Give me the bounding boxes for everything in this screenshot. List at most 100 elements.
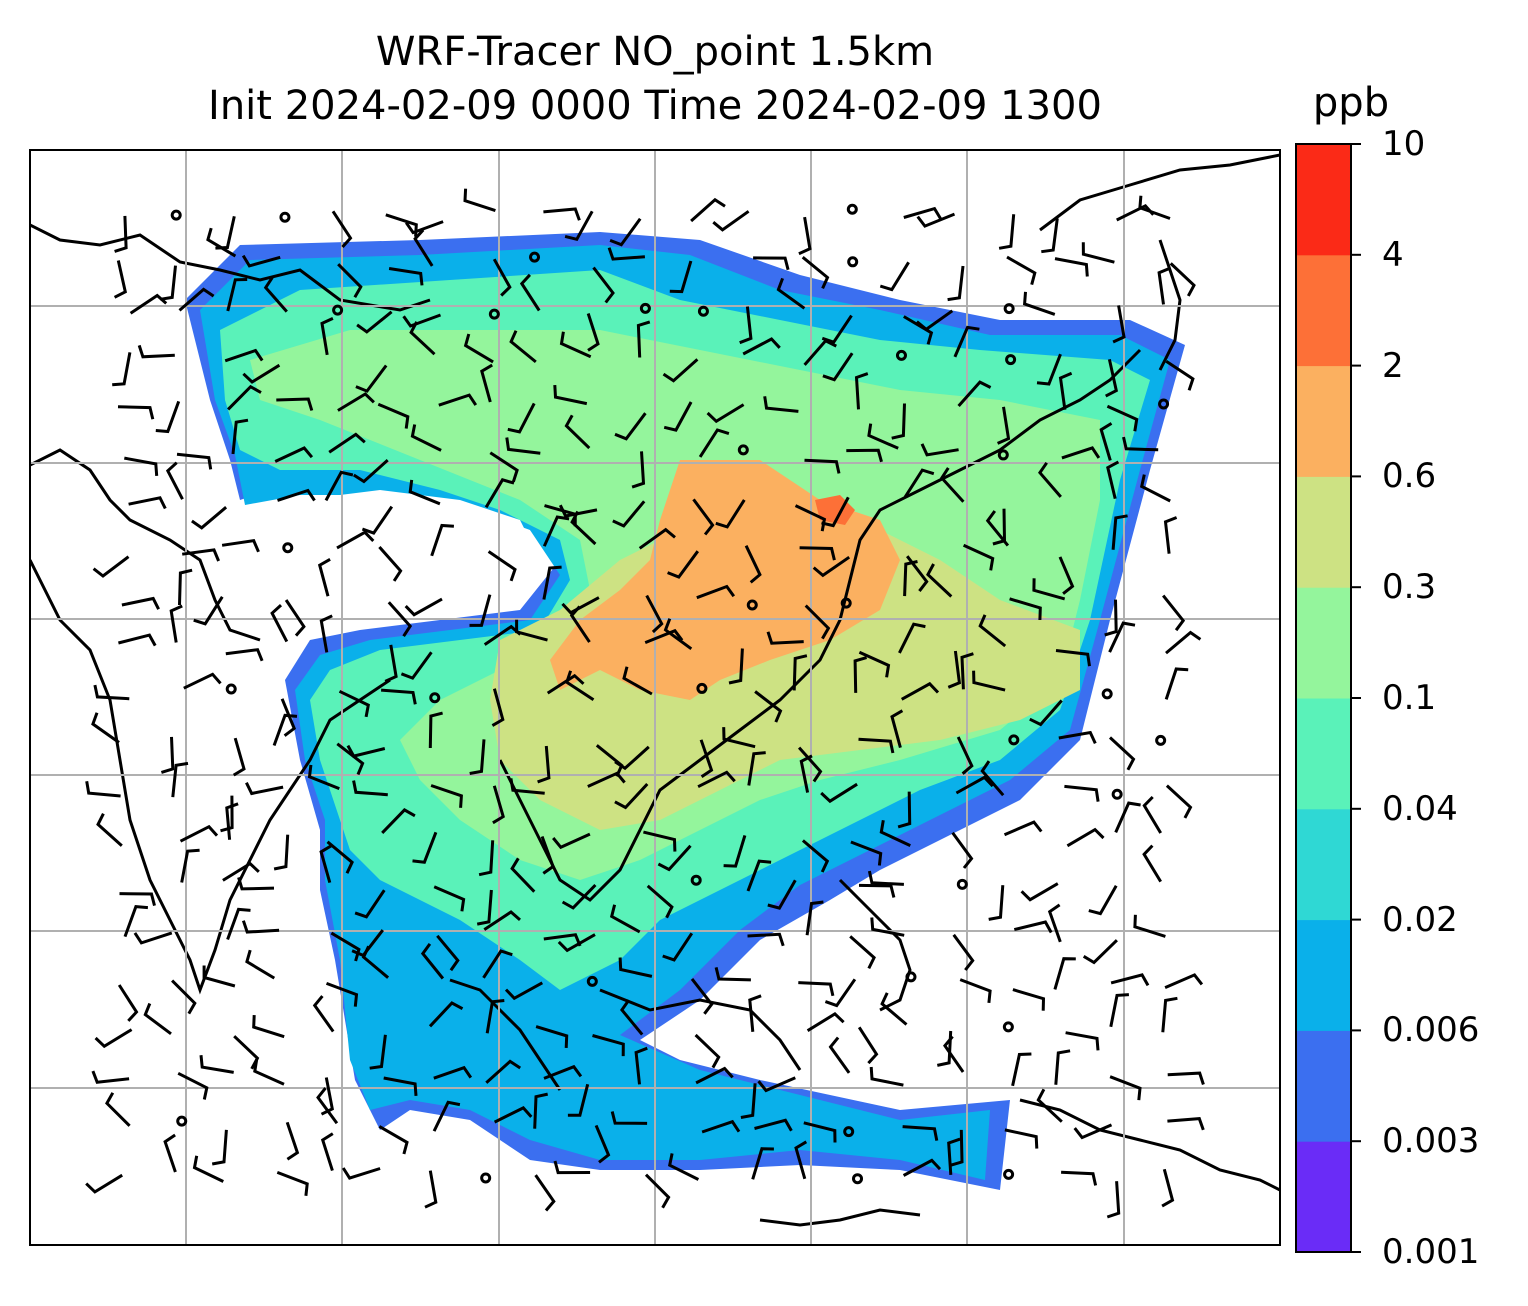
wind-barb [754, 1118, 793, 1132]
wind-barb [93, 684, 130, 701]
wind-barb [939, 467, 965, 503]
wind-barb [1109, 993, 1130, 1028]
wind-barb [751, 1147, 774, 1180]
wind-barb [614, 782, 649, 810]
wind-barb [900, 681, 940, 701]
wind-barb [192, 1155, 224, 1183]
wind-barb [753, 256, 790, 271]
calm-wind-marker [997, 449, 1009, 461]
wind-barb [222, 861, 260, 882]
wind-barb [337, 263, 363, 299]
wind-barb [915, 309, 954, 332]
colorbar-segment [1296, 1141, 1351, 1253]
wind-barb [346, 744, 386, 758]
wind-barb [920, 443, 959, 457]
wind-barb [274, 446, 314, 463]
wind-barb [662, 932, 694, 962]
wind-barb [1109, 1075, 1142, 1101]
wind-barb [898, 622, 926, 654]
wind-barb [858, 737, 895, 754]
wind-barb [320, 1132, 334, 1172]
calm-wind-marker [696, 682, 708, 694]
wind-barb [936, 1030, 953, 1067]
wind-barb [352, 780, 388, 797]
calm-wind-marker [332, 304, 344, 316]
wind-barb [489, 451, 519, 483]
wind-barb [801, 839, 830, 873]
wind-barb [276, 397, 314, 411]
colorbar [1295, 143, 1361, 1253]
wind-barb [692, 498, 715, 536]
wind-barb [959, 978, 992, 1004]
wind-barb [412, 831, 438, 864]
wind-barb [806, 1012, 845, 1032]
wind-barb [1106, 460, 1120, 500]
calm-wind-marker [1111, 788, 1123, 800]
wind-barb [712, 210, 750, 232]
wind-barb [663, 401, 693, 432]
wind-barb [113, 260, 128, 299]
wind-barb [484, 478, 515, 509]
wind-barb [1061, 1170, 1098, 1186]
wind-barb [482, 949, 513, 979]
wind-barb [543, 1064, 583, 1080]
wind-barb [564, 414, 591, 450]
wind-barb [812, 555, 851, 578]
wind-barb [361, 505, 394, 535]
wind-barb [507, 402, 536, 434]
wind-barb [697, 770, 736, 789]
colorbar-segment [1296, 1030, 1351, 1142]
wind-barb [957, 380, 992, 407]
wind-barb [199, 1055, 234, 1074]
wind-barb [1167, 1117, 1205, 1131]
wind-barb [695, 1066, 734, 1085]
wind-barb [955, 775, 994, 795]
wind-barb [1064, 784, 1100, 802]
calm-wind-marker [697, 305, 709, 317]
wind-barb [270, 603, 289, 643]
wind-barb [320, 1077, 334, 1116]
wind-barb [1073, 1123, 1113, 1140]
colorbar-tick-label: 0.3 [1382, 567, 1437, 608]
wind-barb [1006, 255, 1037, 285]
wind-barb [241, 920, 280, 934]
wind-barb [558, 504, 598, 518]
wind-barb [355, 364, 388, 393]
wind-barb [763, 396, 799, 413]
wind-barb [181, 548, 220, 562]
wind-barb [792, 654, 808, 691]
wind-barb [263, 276, 288, 313]
wind-barb [91, 712, 120, 744]
wind-barb [129, 293, 168, 315]
wind-barb [193, 595, 224, 626]
calm-wind-marker [429, 692, 441, 704]
calm-wind-marker [1005, 354, 1017, 366]
wind-barb [1047, 903, 1062, 943]
wind-barb [740, 1083, 757, 1119]
wind-barb [998, 214, 1016, 250]
calm-wind-marker [895, 349, 907, 361]
wind-barb [252, 1015, 285, 1039]
wind-barb [1112, 305, 1126, 344]
colorbar-segment [1296, 808, 1351, 921]
wind-barb [897, 791, 912, 829]
wind-barb [276, 1170, 309, 1196]
wind-barb [1041, 218, 1059, 254]
wind-barb [646, 884, 674, 919]
wind-barb [242, 363, 281, 384]
calm-wind-marker [225, 683, 237, 695]
wind-barb [1036, 353, 1062, 386]
wind-barb [1013, 920, 1053, 934]
wind-barb [962, 543, 995, 571]
wind-barb [767, 879, 797, 910]
wind-barb [1065, 1031, 1100, 1051]
wind-barb [587, 771, 626, 788]
tracer-field [185, 232, 1185, 1190]
wind-barb [949, 1129, 964, 1167]
wind-barb [123, 905, 149, 938]
wind-barb [487, 550, 517, 582]
wind-barb [903, 315, 934, 345]
colorbar-segment [1296, 587, 1351, 699]
wind-barb [509, 330, 537, 364]
wind-barb [794, 1140, 808, 1180]
